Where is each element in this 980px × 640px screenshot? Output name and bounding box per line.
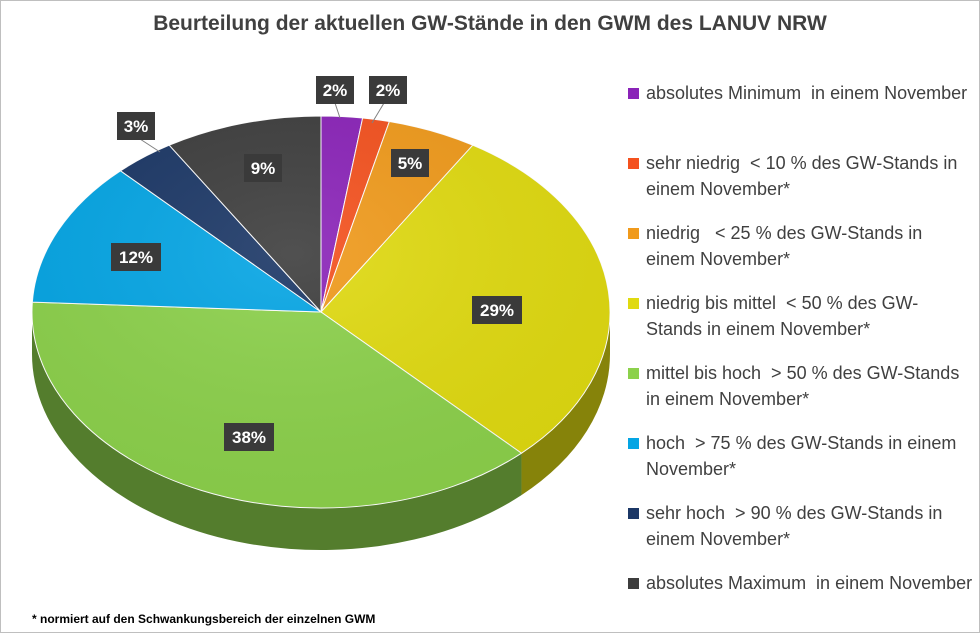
data-label-box-5 bbox=[111, 243, 161, 271]
legend-label: niedrig bis mittel < 50 % des GW-Stands … bbox=[646, 293, 919, 339]
data-label-7: 9% bbox=[251, 159, 276, 178]
pie-data-labels: 2% 2% 5% 29% 38% 12% 3% 9% bbox=[111, 76, 522, 451]
chart-title: Beurteilung der aktuellen GW-Stände in d… bbox=[153, 12, 827, 35]
legend-label: niedrig < 25 % des GW-Stands in einem No… bbox=[646, 223, 928, 269]
legend-swatch bbox=[628, 158, 639, 169]
legend-item: absolutes Maximum in einem November bbox=[628, 570, 973, 640]
legend-item: niedrig bis mittel < 50 % des GW-Stands … bbox=[628, 290, 973, 360]
chart-legend: absolutes Minimum in einem November sehr … bbox=[628, 80, 973, 640]
legend-swatch bbox=[628, 88, 639, 99]
legend-label: sehr hoch > 90 % des GW-Stands in einem … bbox=[646, 503, 948, 549]
data-label-box-0 bbox=[316, 76, 354, 104]
legend-item: hoch > 75 % des GW-Stands in einem Novem… bbox=[628, 430, 973, 500]
legend-swatch bbox=[628, 228, 639, 239]
legend-item: sehr hoch > 90 % des GW-Stands in einem … bbox=[628, 500, 973, 570]
legend-item: niedrig < 25 % des GW-Stands in einem No… bbox=[628, 220, 973, 290]
legend-swatch bbox=[628, 578, 639, 589]
data-label-2: 5% bbox=[398, 154, 423, 173]
legend-item: absolutes Minimum in einem November bbox=[628, 80, 973, 150]
leader-line-6 bbox=[139, 138, 161, 153]
data-label-box-4 bbox=[224, 423, 274, 451]
footnote: * normiert auf den Schwankungsbereich de… bbox=[32, 612, 376, 626]
data-label-box-1 bbox=[369, 76, 407, 104]
legend-label: absolutes Maximum in einem November bbox=[646, 573, 973, 593]
data-label-3: 29% bbox=[480, 301, 514, 320]
data-label-6: 3% bbox=[124, 117, 149, 136]
data-label-1: 2% bbox=[376, 81, 401, 100]
pie-slices bbox=[31, 115, 611, 509]
legend-label: hoch > 75 % des GW-Stands in einem Novem… bbox=[646, 433, 962, 479]
legend-swatch bbox=[628, 298, 639, 309]
legend-item: sehr niedrig < 10 % des GW-Stands in ein… bbox=[628, 150, 973, 220]
legend-label: mittel bis hoch > 50 % des GW-Stands in … bbox=[646, 363, 965, 409]
data-label-box-6 bbox=[117, 112, 155, 140]
data-label-5: 12% bbox=[119, 248, 153, 267]
legend-label: absolutes Minimum in einem November bbox=[646, 83, 968, 103]
data-label-box-3 bbox=[472, 296, 522, 324]
legend-label: sehr niedrig < 10 % des GW-Stands in ein… bbox=[646, 153, 963, 199]
legend-swatch bbox=[628, 368, 639, 379]
leader-line-1 bbox=[371, 102, 385, 124]
legend-swatch bbox=[628, 508, 639, 519]
data-label-4: 38% bbox=[232, 428, 266, 447]
legend-swatch bbox=[628, 438, 639, 449]
data-label-box-2 bbox=[391, 149, 429, 177]
data-label-0: 2% bbox=[323, 81, 348, 100]
data-label-box-7 bbox=[244, 154, 282, 182]
legend-item: mittel bis hoch > 50 % des GW-Stands in … bbox=[628, 360, 973, 430]
leader-line-0 bbox=[334, 102, 341, 119]
